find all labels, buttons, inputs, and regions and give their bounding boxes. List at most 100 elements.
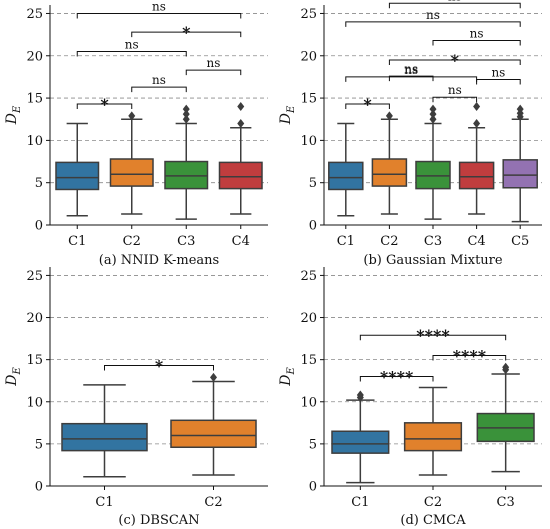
panel-caption: (c) DBSCAN [118,513,199,528]
significance-label: ns [491,65,505,79]
y-tick-label: 20 [300,311,317,326]
outlier-point [356,390,364,400]
significance-label: ns [404,62,418,76]
box-body [458,161,495,190]
y-axis-label: DE [4,367,23,387]
outlier-point [516,104,524,114]
y-tick-label: 25 [26,269,43,284]
significance-bracket [432,96,478,103]
significance-label: * [182,23,191,42]
box-body [502,159,538,189]
box-C5 [502,104,538,223]
significance-label: ns [426,8,440,22]
significance-bracket [359,334,507,341]
significance-bracket [131,86,187,93]
y-tick-label: 15 [26,92,43,107]
box-C4 [458,102,495,215]
y-tick-label: 10 [26,134,43,149]
box-C4 [218,102,263,215]
box-C2 [109,111,154,215]
y-tick-label: 20 [26,311,43,326]
significance-bracket [345,21,521,27]
y-tick-label: 5 [309,176,317,191]
y-tick-label: 20 [300,49,317,64]
y-tick-label: 25 [300,7,317,22]
significance-label: ns [470,27,484,41]
y-tick-label: 0 [35,219,43,234]
y-axis-label: DE [278,105,297,125]
significance-label: * [451,51,460,70]
y-tick-label: 15 [300,353,317,368]
box-C1 [61,384,148,478]
outlier-point [128,111,136,121]
y-tick-label: 0 [309,219,317,234]
significance-bracket [388,75,434,82]
box-body [164,160,209,190]
significance-bracket [388,2,521,9]
x-tick-label: C2 [123,234,141,249]
outlier-point [473,118,481,128]
panel-3: * 0 5 10 15 20 25 C1 C2 DE (c) DBSCAN [4,267,268,528]
box-body [331,430,390,454]
significance-label: ns [448,0,462,3]
significance-bracket [131,31,242,38]
box-body [170,419,257,449]
outlier-point [429,109,437,119]
significance-label: **** [416,326,450,345]
box-body [218,161,263,190]
x-tick-label: C1 [337,234,355,249]
outlier-point [237,102,245,112]
outlier-point [502,362,510,372]
outlier-point [429,114,437,124]
outlier-point [182,109,190,119]
significance-label: * [155,357,164,376]
significance-label: ns [404,63,418,77]
significance-bracket [432,354,507,361]
y-tick-label: 5 [35,176,43,191]
x-tick-label: C4 [232,234,250,249]
significance-label: ns [125,38,139,52]
x-tick-label: C2 [380,234,398,249]
y-tick-label: 10 [300,395,317,410]
panel-caption: (a) NNID K-means [99,253,219,268]
significance-bracket [76,103,133,109]
y-tick-label: 25 [26,7,43,22]
significance-bracket [432,40,521,46]
significance-bracket [476,78,521,85]
outlier-point [237,118,245,128]
box-body [61,422,148,452]
box-C2 [371,111,408,215]
x-tick-label: C3 [497,495,515,510]
box-C1 [331,390,390,484]
significance-bracket [185,69,242,76]
y-tick-label: 15 [300,92,317,107]
significance-label: **** [380,368,414,387]
significance-bracket [104,365,214,371]
significance-label: ns [152,73,166,87]
significance-bracket [76,12,242,19]
panel-1: * ns ns ns * ns 0 5 10 15 20 25 C1 C2 C3 C4 DE (a) NNID K… [4,0,268,268]
y-tick-label: 10 [26,395,43,410]
panel-2: *nsnsnsns*nsnsns0510152025C1C2C3C4C5DE(b… [278,0,542,268]
box-C3 [164,104,209,220]
x-tick-label: C1 [351,495,369,510]
significance-label: ns [207,56,221,70]
y-tick-label: 0 [35,480,43,495]
y-tick-label: 25 [300,269,317,284]
y-tick-label: 20 [26,49,43,64]
box-C3 [476,362,535,473]
x-tick-label: C5 [511,234,529,249]
y-axis-label: DE [4,105,23,125]
box-C1 [55,122,100,217]
box-body [109,158,154,187]
box-C3 [415,104,451,220]
significance-bracket [359,376,434,382]
box-body [415,160,451,190]
outlier-point [429,104,437,114]
x-tick-label: C2 [204,495,222,510]
y-axis-label: DE [278,367,297,387]
significance-bracket [388,59,521,65]
box-body [55,161,100,191]
